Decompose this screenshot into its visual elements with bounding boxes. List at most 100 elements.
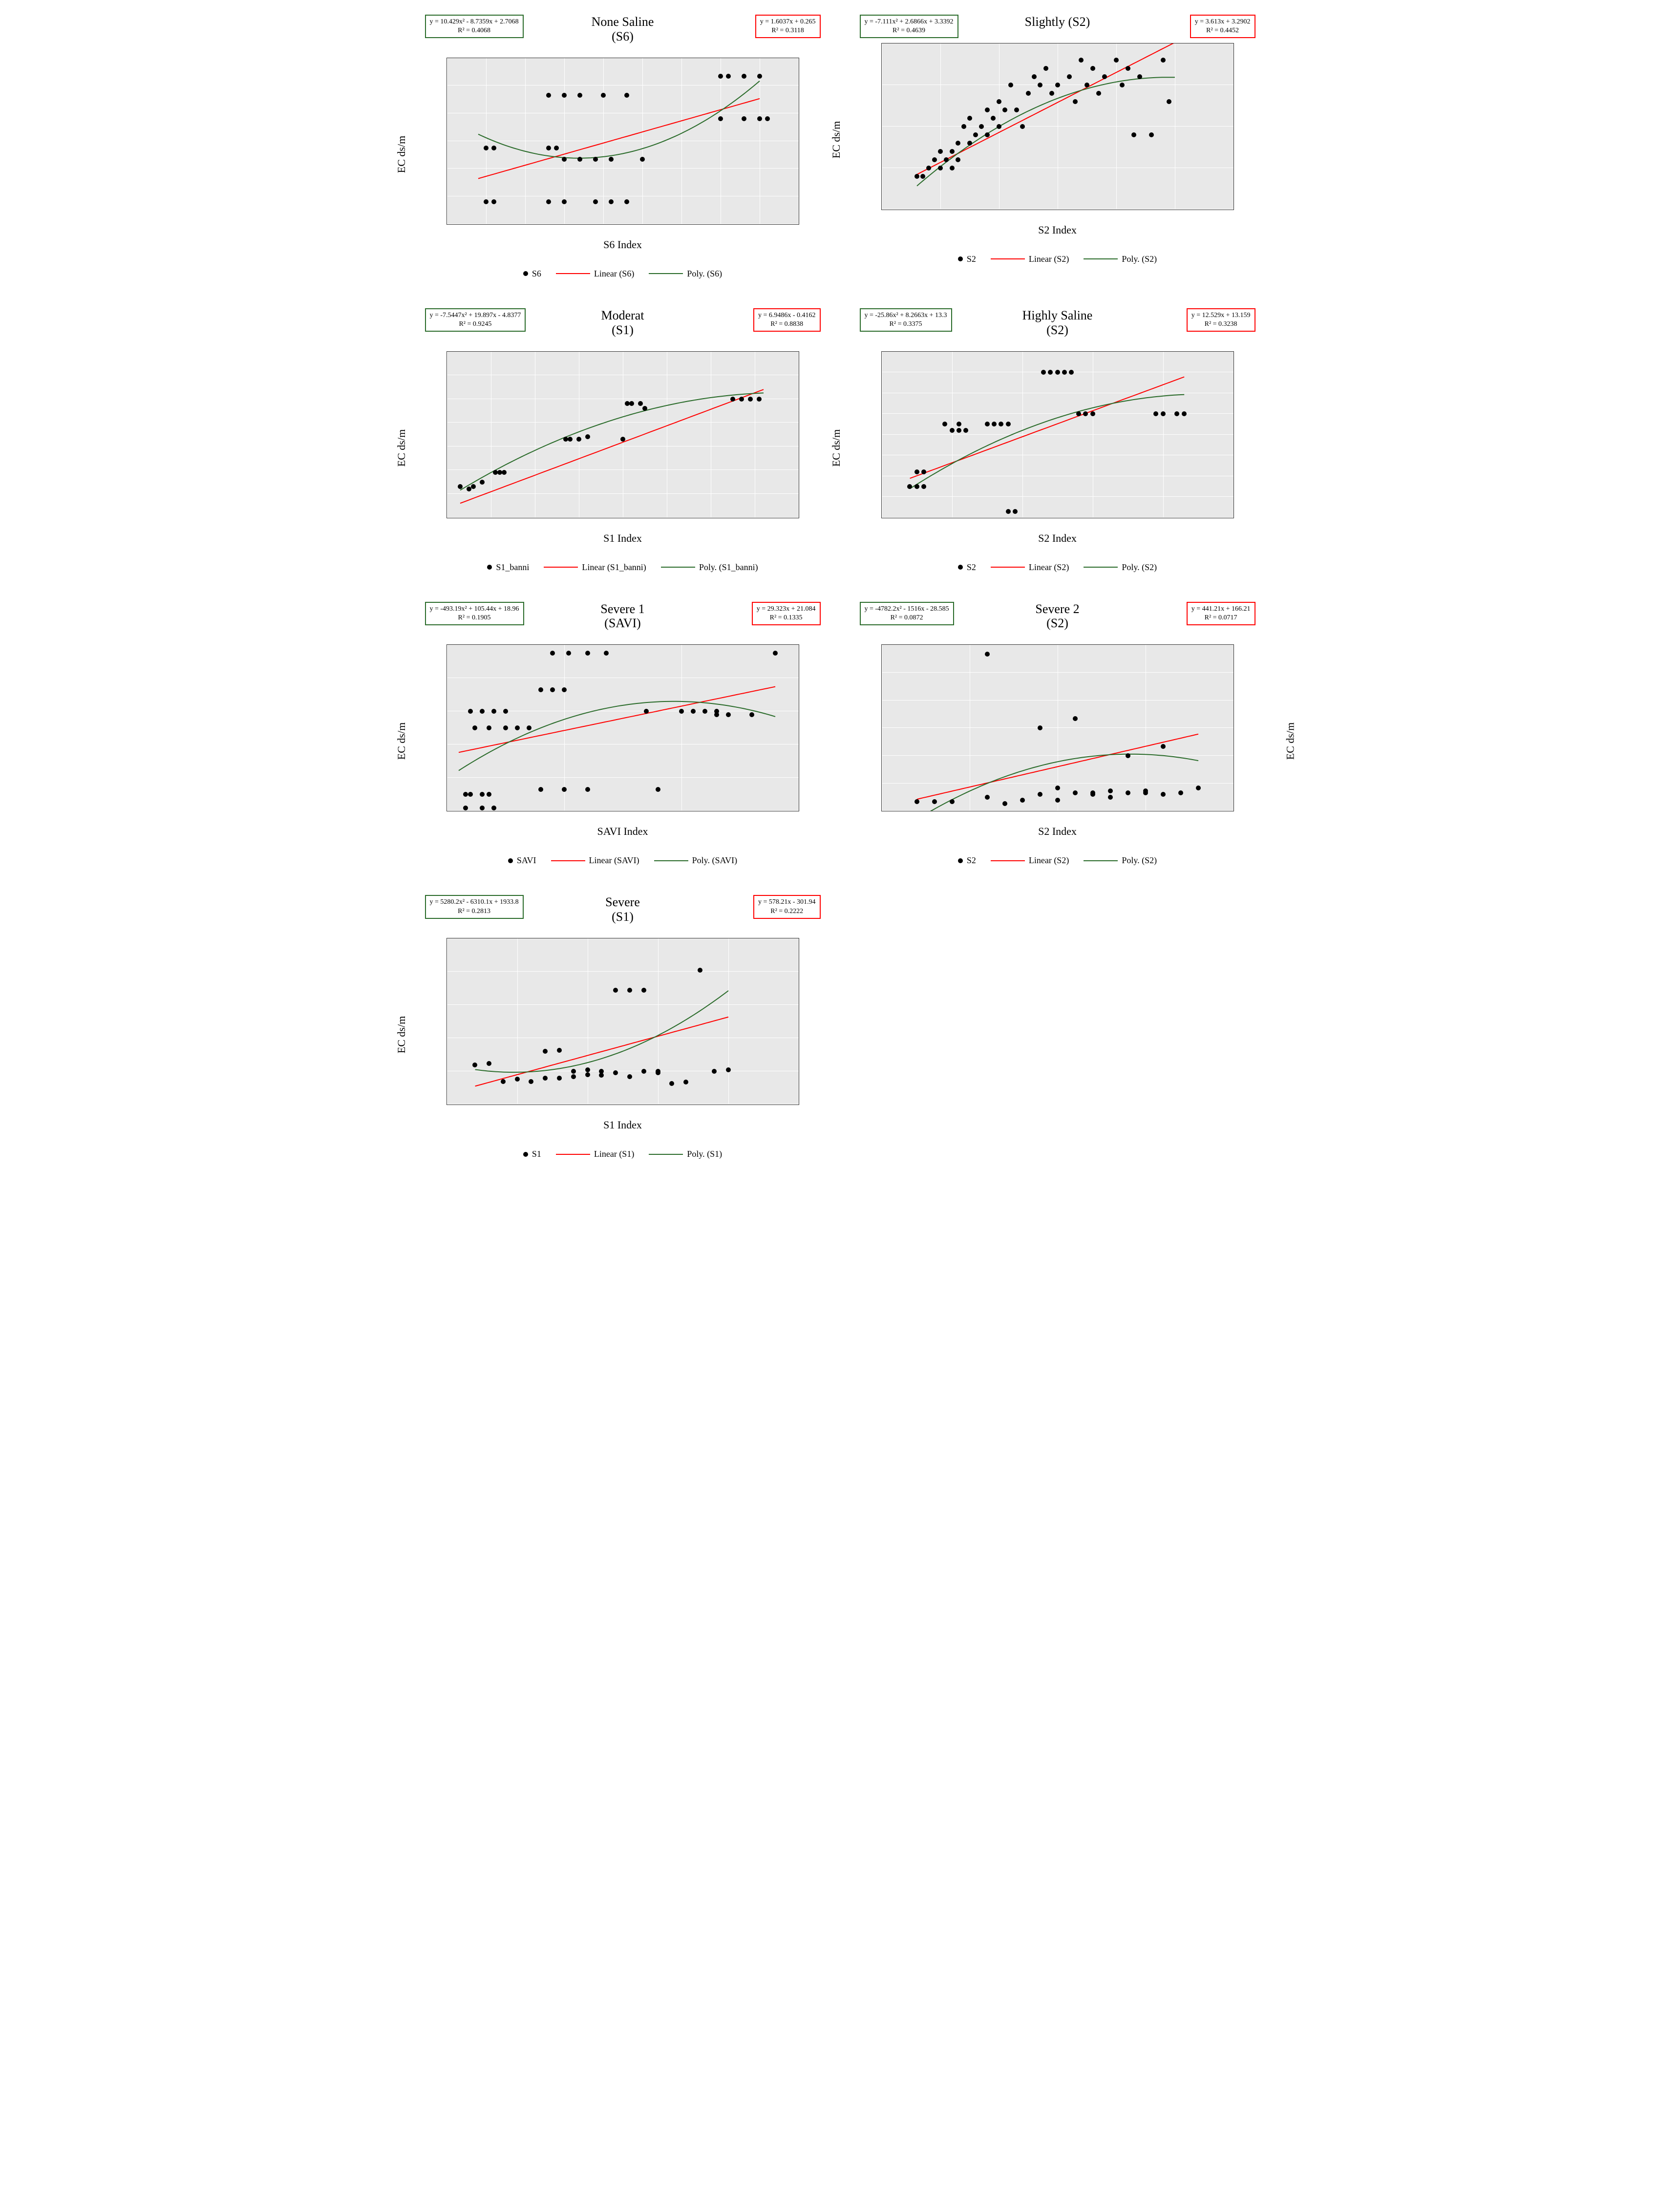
y-axis-label: EC ds/m <box>395 429 408 466</box>
poly-fit-line <box>478 81 760 158</box>
data-point <box>914 484 919 489</box>
data-point <box>1090 66 1095 71</box>
data-point <box>638 401 643 406</box>
data-point <box>609 199 614 204</box>
data-point <box>472 1063 477 1067</box>
data-point <box>562 199 567 204</box>
data-point <box>979 124 984 129</box>
poly-equation: y = -493.19x² + 105.44x + 18.96 <box>430 605 519 614</box>
y-axis-label: EC ds/m <box>830 121 843 158</box>
data-point <box>604 651 609 656</box>
data-point <box>950 428 955 433</box>
data-point <box>1131 132 1136 137</box>
data-point <box>997 99 1001 104</box>
data-point <box>1062 370 1067 375</box>
poly-equation: y = 10.429x² - 8.7359x + 2.7068 <box>430 18 519 26</box>
data-point <box>1013 509 1018 514</box>
poly-r2: R² = 0.9245 <box>430 320 521 329</box>
poly-fit-line <box>460 393 764 490</box>
data-point <box>950 166 955 170</box>
chart-panel-p4: y = -25.86x² + 8.2663x + 13.3R² = 0.3375… <box>860 308 1255 573</box>
data-point <box>1126 66 1130 71</box>
x-axis-label: S2 Index <box>860 825 1255 838</box>
legend-poly: Poly. (S2) <box>1084 855 1157 866</box>
data-point <box>749 712 754 717</box>
y-axis-label: EC ds/m <box>395 1016 408 1053</box>
data-point <box>576 437 581 442</box>
data-point <box>1073 716 1078 721</box>
chart-panel-p2: y = -7.111x² + 2.6866x + 3.3392R² = 0.46… <box>860 15 1255 279</box>
data-point <box>585 434 590 439</box>
x-axis-label: S2 Index <box>860 224 1255 236</box>
data-point <box>546 93 551 98</box>
chart-panel-p7: y = 5280.2x² - 6310.1x + 1933.8R² = 0.28… <box>425 895 821 1159</box>
data-point <box>491 199 496 204</box>
linear-equation-box: y = 1.6037x + 0.265R² = 0.3118 <box>755 15 821 38</box>
plot-container: EC ds/m22.533.54-0.3-0.2-0.100.10.20.3S2… <box>860 43 1255 236</box>
data-point <box>515 1077 520 1082</box>
poly-equation-box: y = -25.86x² + 8.2663x + 13.3R² = 0.3375 <box>860 308 952 332</box>
linear-equation-box: y = 12.529x + 13.159R² = 0.3238 <box>1187 308 1255 332</box>
data-point <box>1161 792 1166 797</box>
legend-series: S6 <box>523 269 541 279</box>
data-point <box>1020 124 1025 129</box>
legend-linear: Linear (S1_banni) <box>544 562 646 573</box>
data-point <box>644 709 649 714</box>
data-point <box>627 988 632 993</box>
data-point <box>480 792 485 797</box>
data-point <box>1108 795 1113 800</box>
legend-series: S2 <box>958 562 976 573</box>
linear-equation: y = 1.6037x + 0.265 <box>760 18 816 26</box>
data-point <box>942 422 947 426</box>
data-point <box>1008 83 1013 87</box>
data-point <box>1102 74 1107 79</box>
data-point <box>1076 411 1081 416</box>
data-point <box>656 787 660 792</box>
legend-linear: Linear (S1) <box>556 1149 634 1159</box>
linear-equation-box: y = 6.9486x - 0.4162R² = 0.8838 <box>753 308 821 332</box>
data-point <box>1161 744 1166 749</box>
data-point <box>714 712 719 717</box>
data-point <box>487 792 491 797</box>
y-axis-label: EC ds/m <box>395 723 408 760</box>
data-point <box>957 422 961 426</box>
plot-container: EC ds/m0501001502002500.550.60.650.70.75… <box>425 938 821 1131</box>
data-point <box>627 1074 632 1079</box>
legend-poly: Poly. (SAVI) <box>654 855 738 866</box>
data-point <box>529 1079 533 1084</box>
data-point <box>546 199 551 204</box>
linear-r2: R² = 0.0717 <box>1191 614 1251 622</box>
data-point <box>1178 790 1183 795</box>
data-point <box>601 93 606 98</box>
data-point <box>472 725 477 730</box>
data-point <box>1126 753 1130 758</box>
data-point <box>543 1076 548 1081</box>
data-point <box>613 1070 618 1075</box>
poly-equation-box: y = -4782.2x² - 1516x - 28.585R² = 0.087… <box>860 602 954 625</box>
data-point <box>773 651 778 656</box>
poly-equation: y = -7.5447x² + 19.897x - 4.8377 <box>430 311 521 320</box>
data-point <box>1055 83 1060 87</box>
data-point <box>1006 509 1011 514</box>
data-point <box>950 799 955 804</box>
linear-fit-line <box>459 687 775 753</box>
data-point <box>742 116 746 121</box>
plot-area: 1820222426280.010.060.110.16 <box>447 644 799 811</box>
data-point <box>702 709 707 714</box>
data-point <box>1055 370 1060 375</box>
data-point <box>967 141 972 146</box>
data-point <box>1055 798 1060 803</box>
linear-equation: y = 441.21x + 166.21 <box>1191 605 1251 614</box>
legend-linear: Linear (S2) <box>991 855 1069 866</box>
linear-equation: y = 3.613x + 3.2902 <box>1195 18 1251 26</box>
chart-panel-p3: y = -7.5447x² + 19.897x - 4.8377R² = 0.9… <box>425 308 821 573</box>
data-point <box>985 132 990 137</box>
poly-fit-line <box>475 991 728 1072</box>
data-point <box>757 74 762 79</box>
data-point <box>480 480 485 485</box>
plot-container: EC ds/m1820222426280.010.060.110.16SAVI … <box>425 644 821 838</box>
linear-fit-line <box>478 99 760 179</box>
data-point <box>1174 411 1179 416</box>
poly-equation-box: y = 10.429x² - 8.7359x + 2.7068R² = 0.40… <box>425 15 524 38</box>
data-point <box>487 725 491 730</box>
